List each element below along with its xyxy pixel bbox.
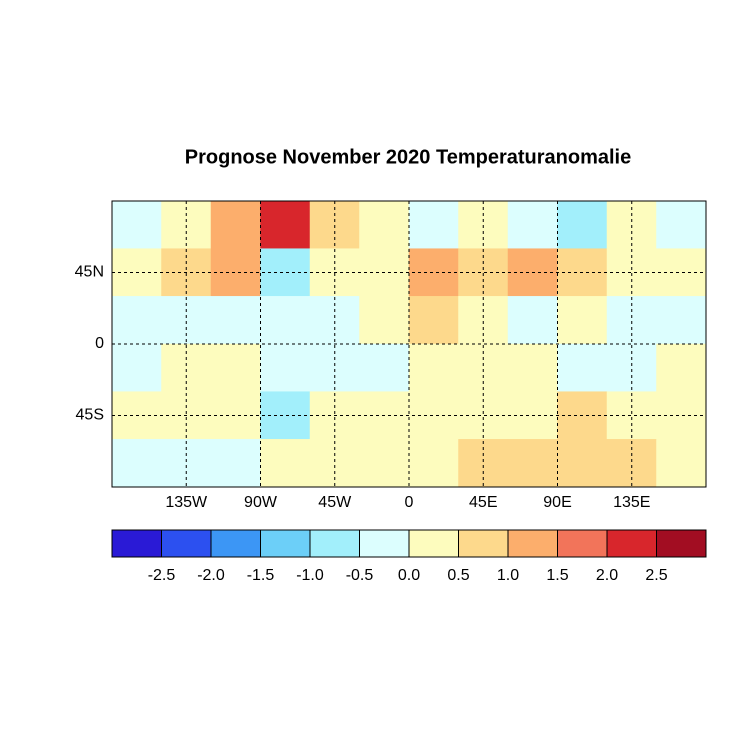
colorbar-box bbox=[210, 529, 261, 558]
anomaly-cell bbox=[260, 248, 311, 297]
colorbar-tick-label: 2.0 bbox=[596, 567, 618, 584]
anomaly-cell bbox=[210, 343, 261, 392]
anomaly-cell bbox=[656, 296, 707, 345]
anomaly-cell bbox=[210, 439, 261, 488]
anomaly-cell bbox=[606, 391, 657, 440]
y-tick-label: 0 bbox=[95, 335, 104, 352]
anomaly-cell bbox=[210, 391, 261, 440]
x-tick-label: 45E bbox=[469, 494, 497, 511]
colorbar-box bbox=[408, 529, 459, 558]
anomaly-cell bbox=[111, 439, 162, 488]
anomaly-cell bbox=[260, 343, 311, 392]
colorbar-tick-label: -1.5 bbox=[247, 567, 275, 584]
anomaly-cell bbox=[507, 200, 558, 249]
colorbar-tick-label: -0.5 bbox=[346, 567, 374, 584]
colorbar-tick-label: -1.0 bbox=[296, 567, 324, 584]
anomaly-cell bbox=[557, 296, 608, 345]
anomaly-cell bbox=[260, 439, 311, 488]
colorbar-tick-label: -2.5 bbox=[148, 567, 176, 584]
anomaly-cell bbox=[458, 391, 509, 440]
anomaly-cell bbox=[557, 439, 608, 488]
anomaly-cell bbox=[408, 248, 459, 297]
colorbar-box bbox=[458, 529, 509, 558]
colorbar-tick-label: 2.5 bbox=[645, 567, 667, 584]
colorbar-box bbox=[260, 529, 311, 558]
anomaly-cell bbox=[408, 391, 459, 440]
chart-title: Prognose November 2020 Temperaturanomali… bbox=[185, 146, 631, 168]
x-tick-label: 0 bbox=[405, 494, 414, 511]
colorbar-box bbox=[111, 529, 162, 558]
colorbar-tick-label: 1.0 bbox=[497, 567, 519, 584]
anomaly-cell bbox=[260, 391, 311, 440]
anomaly-cell bbox=[260, 200, 311, 249]
anomaly-cell bbox=[260, 296, 311, 345]
colorbar-box bbox=[557, 529, 608, 558]
map-frame bbox=[111, 200, 707, 488]
x-tick-label: 135W bbox=[165, 494, 208, 511]
x-tick-label: 45W bbox=[318, 494, 352, 511]
anomaly-cell bbox=[210, 200, 261, 249]
anomaly-cell bbox=[359, 343, 410, 392]
anomaly-cell bbox=[507, 296, 558, 345]
anomaly-cell bbox=[408, 296, 459, 345]
anomaly-cell bbox=[111, 296, 162, 345]
anomaly-cell bbox=[210, 296, 261, 345]
colorbar-box bbox=[656, 529, 707, 558]
anomaly-cell bbox=[656, 391, 707, 440]
colorbar-box bbox=[507, 529, 558, 558]
anomaly-cell bbox=[656, 248, 707, 297]
colorbar-tick-label: -2.0 bbox=[197, 567, 225, 584]
anomaly-cell bbox=[359, 296, 410, 345]
x-tick-label: 90W bbox=[244, 494, 278, 511]
colorbar-box bbox=[606, 529, 657, 558]
colorbar-tick-label: 0.5 bbox=[447, 567, 469, 584]
anomaly-cell bbox=[359, 200, 410, 249]
colorbar-box bbox=[359, 529, 410, 558]
anomaly-cell bbox=[111, 200, 162, 249]
anomaly-cell bbox=[656, 200, 707, 249]
colorbar-box bbox=[161, 529, 212, 558]
anomaly-cell bbox=[557, 200, 608, 249]
anomaly-cell bbox=[507, 439, 558, 488]
anomaly-cell bbox=[557, 343, 608, 392]
anomaly-cell bbox=[359, 439, 410, 488]
anomaly-cell bbox=[210, 248, 261, 297]
x-tick-label: 135E bbox=[613, 494, 650, 511]
anomaly-cell bbox=[656, 343, 707, 392]
anomaly-cell bbox=[408, 439, 459, 488]
colorbar-tick-label: 0.0 bbox=[398, 567, 420, 584]
colorbar-tick-label: 1.5 bbox=[546, 567, 568, 584]
anomaly-cell bbox=[408, 343, 459, 392]
y-tick-label: 45N bbox=[75, 264, 104, 281]
anomaly-cell bbox=[111, 343, 162, 392]
y-tick-label: 45S bbox=[76, 407, 104, 424]
anomaly-cell bbox=[656, 439, 707, 488]
x-tick-label: 90E bbox=[543, 494, 571, 511]
anomaly-cell bbox=[408, 200, 459, 249]
anomaly-cell bbox=[507, 343, 558, 392]
colorbar-box bbox=[309, 529, 360, 558]
